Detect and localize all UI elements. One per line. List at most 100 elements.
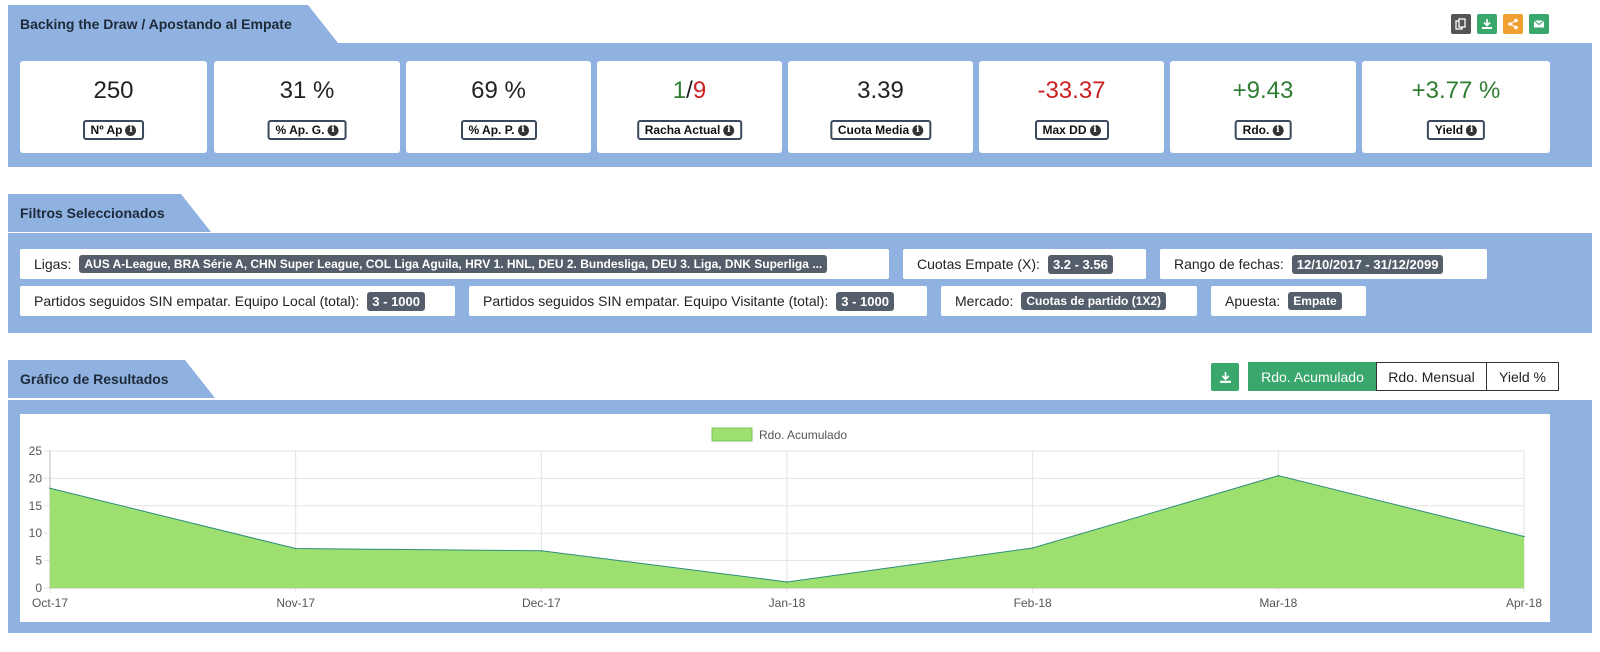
export-button[interactable] <box>1477 14 1497 34</box>
stat-label[interactable]: Racha Actual i <box>636 120 743 140</box>
filter-home-streak[interactable]: Partidos seguidos SIN empatar. Equipo Lo… <box>20 286 455 316</box>
info-icon: i <box>1466 124 1478 136</box>
toggle-monthly[interactable]: Rdo. Mensual <box>1376 362 1487 391</box>
stat-card-num-bets: 250 Nº Ap i <box>20 61 207 153</box>
filter-value-badge: 3 - 1000 <box>836 291 894 311</box>
filter-value-badge: 12/10/2017 - 31/12/2099 <box>1291 254 1444 274</box>
stat-label[interactable]: Nº Ap i <box>82 120 145 140</box>
copy-button[interactable] <box>1451 14 1471 34</box>
stat-label[interactable]: % Ap. P. i <box>460 120 537 140</box>
stat-label[interactable]: Cuota Media i <box>829 120 932 140</box>
page-title-text: Backing the Draw / Apostando al Empate <box>20 16 292 32</box>
data-point <box>540 549 543 552</box>
legend-label: Rdo. Acumulado <box>759 428 847 442</box>
x-tick-label: Nov-17 <box>276 596 315 610</box>
stat-value: 250 <box>93 77 134 104</box>
results-title: Gráfico de Resultados <box>8 360 215 398</box>
data-point <box>294 547 297 550</box>
y-tick-label: 10 <box>29 526 43 540</box>
share-button[interactable] <box>1503 14 1523 34</box>
filters-title: Filtros Seleccionados <box>8 194 211 232</box>
chart-download-button[interactable] <box>1211 363 1239 391</box>
stat-value: +9.43 <box>1232 77 1294 104</box>
stat-label[interactable]: Yield i <box>1426 120 1486 140</box>
results-title-text: Gráfico de Resultados <box>20 371 169 387</box>
data-point <box>1031 547 1034 549</box>
filter-away-streak[interactable]: Partidos seguidos SIN empatar. Equipo Vi… <box>469 286 927 316</box>
filter-label: Ligas: <box>34 256 72 272</box>
stat-value: 1/9 <box>597 77 782 105</box>
filter-value-badge: Empate <box>1288 292 1342 310</box>
stat-card-avg-odds: 3.39 Cuota Media i <box>788 61 973 153</box>
stat-card-yield: +3.77 % Yield i <box>1362 61 1550 153</box>
streak-losses: 9 <box>692 77 707 104</box>
series-area <box>50 475 1524 588</box>
stat-label[interactable]: Max DD i <box>1034 120 1109 140</box>
filter-label: Apuesta: <box>1225 293 1281 309</box>
stat-value: 69 % <box>471 77 526 104</box>
info-icon: i <box>125 124 137 136</box>
stat-label-text: Rdo. <box>1242 123 1270 137</box>
y-tick-label: 25 <box>29 444 43 458</box>
info-icon: i <box>517 124 529 136</box>
info-icon: i <box>912 124 924 136</box>
y-tick-label: 0 <box>35 581 42 595</box>
filters-panel <box>8 233 1592 333</box>
filters-title-text: Filtros Seleccionados <box>20 205 165 221</box>
data-point <box>49 487 51 490</box>
stat-card-max-dd: -33.37 Max DD i <box>979 61 1164 153</box>
x-tick-label: Feb-18 <box>1014 596 1052 610</box>
info-icon: i <box>723 124 735 136</box>
filter-draw-odds[interactable]: Cuotas Empate (X): 3.2 - 3.56 <box>903 249 1146 279</box>
email-button[interactable] <box>1529 14 1549 34</box>
filter-label: Partidos seguidos SIN empatar. Equipo Lo… <box>34 293 360 309</box>
filter-value-badge: Cuotas de partido (1X2) <box>1021 292 1167 310</box>
filter-bet[interactable]: Apuesta: Empate <box>1211 286 1366 316</box>
toggle-accumulated[interactable]: Rdo. Acumulado <box>1248 362 1377 391</box>
results-chart: 0 5 10 15 20 25 Oct-17 Nov-17 Dec-17 Jan-18 Feb-18… <box>29 427 1542 610</box>
filter-label: Partidos seguidos SIN empatar. Equipo Vi… <box>483 293 829 309</box>
stat-card-streak: 1/9 Racha Actual i <box>597 61 782 153</box>
share-icon <box>1508 18 1518 30</box>
filter-value-badge: 3 - 1000 <box>367 291 425 311</box>
x-tick-label: Apr-18 <box>1506 596 1542 610</box>
filter-leagues[interactable]: Ligas: AUS A-League, BRA Série A, CHN Su… <box>20 249 889 279</box>
y-tick-label: 15 <box>29 499 43 513</box>
email-icon <box>1533 20 1545 28</box>
download-icon <box>1482 19 1492 29</box>
filter-value-badge: AUS A-League, BRA Série A, CHN Super Lea… <box>79 255 828 273</box>
filter-market[interactable]: Mercado: Cuotas de partido (1X2) <box>941 286 1197 316</box>
x-tick-label: Dec-17 <box>522 596 561 610</box>
stat-label[interactable]: % Ap. G. i <box>267 120 347 140</box>
copy-icon <box>1455 18 1466 30</box>
filter-label: Mercado: <box>955 293 1014 309</box>
x-tick-label: Jan-18 <box>769 596 806 610</box>
legend-swatch <box>711 427 753 442</box>
stat-label-text: Max DD <box>1042 123 1087 137</box>
x-tick-label: Mar-18 <box>1259 596 1297 610</box>
stat-value: 31 % <box>279 77 335 104</box>
stat-label-text: Nº Ap <box>90 123 123 137</box>
stat-value: -33.37 <box>1037 77 1106 104</box>
stat-label-text: Yield <box>1434 123 1464 137</box>
y-tick-label: 5 <box>35 554 42 568</box>
stat-label-text: Racha Actual <box>644 123 721 137</box>
streak-wins: 1 <box>672 77 687 104</box>
stat-value: 3.39 <box>857 77 904 104</box>
info-icon: i <box>327 124 339 136</box>
data-point <box>786 581 788 583</box>
stat-label-text: % Ap. P. <box>468 123 515 137</box>
page-title: Backing the Draw / Apostando al Empate <box>8 5 338 43</box>
filter-label: Rango de fechas: <box>1174 256 1284 272</box>
stat-label-text: % Ap. G. <box>275 123 325 137</box>
info-icon: i <box>1272 124 1284 136</box>
stat-label[interactable]: Rdo. i <box>1234 120 1292 140</box>
chart-container: 0 5 10 15 20 25 Oct-17 Nov-17 Dec-17 Jan-18 Feb-18… <box>20 414 1550 622</box>
stat-value: +3.77 % <box>1411 77 1501 104</box>
info-icon: i <box>1089 124 1101 136</box>
filter-date-range[interactable]: Rango de fechas: 12/10/2017 - 31/12/2099 <box>1160 249 1487 279</box>
filter-label: Cuotas Empate (X): <box>917 256 1040 272</box>
stat-card-win-pct: 31 % % Ap. G. i <box>214 61 400 153</box>
toggle-yield[interactable]: Yield % <box>1486 362 1559 391</box>
stat-card-loss-pct: 69 % % Ap. P. i <box>406 61 591 153</box>
